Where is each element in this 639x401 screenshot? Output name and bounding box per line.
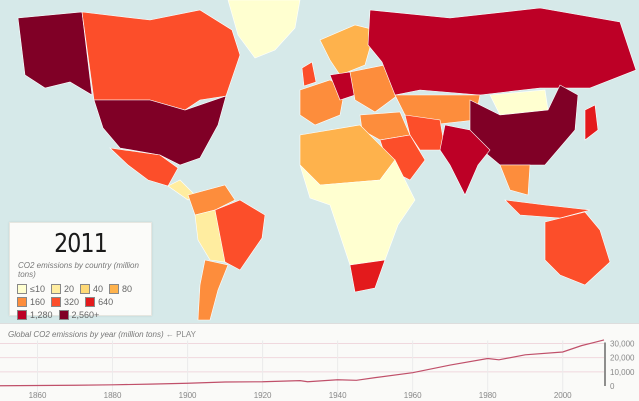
legend-swatch (17, 310, 27, 320)
y-tick-label: 20,000 (610, 354, 635, 363)
x-tick-label: 2000 (554, 391, 572, 400)
legend-item: 40 (80, 282, 103, 295)
legend-swatch (80, 284, 90, 294)
country-uk[interactable] (302, 62, 316, 86)
legend-label: 640 (98, 297, 113, 307)
y-tick-label: 0 (610, 382, 615, 391)
country-south-africa[interactable] (350, 260, 385, 292)
legend-swatch (59, 310, 69, 320)
country-usa[interactable] (94, 96, 226, 165)
legend-item: 640 (85, 295, 113, 308)
country-japan[interactable] (585, 105, 598, 140)
legend-item: 80 (109, 282, 132, 295)
legend-swatch (85, 297, 95, 307)
country-southeast-asia[interactable] (500, 165, 530, 195)
legend-item: 160 (17, 295, 45, 308)
legend-item: 20 (51, 282, 74, 295)
series-line (0, 340, 604, 386)
legend-item: ≤10 (17, 282, 45, 295)
country-canada[interactable] (82, 10, 240, 110)
legend-label: ≤10 (30, 284, 45, 294)
legend-items: ≤10 20 40 80 160 320 640 1,280 2,560+ (17, 282, 151, 321)
legend-label: 320 (64, 297, 79, 307)
legend-swatch (51, 284, 61, 294)
legend-item: 1,280 (17, 308, 53, 321)
legend-label: 160 (30, 297, 45, 307)
legend-label: 80 (122, 284, 132, 294)
x-tick-label: 1960 (404, 391, 422, 400)
play-button[interactable]: ← PLAY (166, 330, 196, 339)
legend-label: 2,560+ (72, 310, 100, 320)
x-tick-label: 1980 (479, 391, 497, 400)
year-label: 2011 (21, 229, 141, 259)
country-argentina[interactable] (198, 260, 228, 320)
legend-swatch (51, 297, 61, 307)
y-tick-label: 10,000 (610, 368, 635, 377)
legend-item: 320 (51, 295, 79, 308)
x-tick-label: 1920 (254, 391, 272, 400)
legend-label: 20 (64, 284, 74, 294)
x-tick-label: 1900 (179, 391, 197, 400)
legend-label: 40 (93, 284, 103, 294)
legend-panel: 2011 CO2 emissions by country (million t… (9, 222, 152, 316)
timeline-chart[interactable]: 0 10,000 20,000 30,000 1860 1880 1900 1920 1940 1… (0, 323, 639, 401)
timeline-title-text: Global CO2 emissions by year (million to… (8, 330, 164, 339)
x-tick-label: 1880 (104, 391, 122, 400)
country-greenland[interactable] (228, 0, 300, 58)
y-tick-label: 30,000 (610, 340, 635, 349)
country-alaska-usa[interactable] (18, 12, 92, 95)
legend-label: 1,280 (30, 310, 53, 320)
country-australia[interactable] (545, 212, 610, 285)
legend-item: 2,560+ (59, 308, 100, 321)
legend-title: CO2 emissions by country (million tons) (18, 261, 151, 279)
country-russia[interactable] (368, 8, 636, 95)
country-scandinavia[interactable] (320, 25, 375, 75)
legend-swatch (17, 284, 27, 294)
x-tick-label: 1860 (29, 391, 47, 400)
legend-swatch (109, 284, 119, 294)
timeline-title: Global CO2 emissions by year (million to… (8, 330, 196, 339)
legend-swatch (17, 297, 27, 307)
x-tick-label: 1940 (329, 391, 347, 400)
